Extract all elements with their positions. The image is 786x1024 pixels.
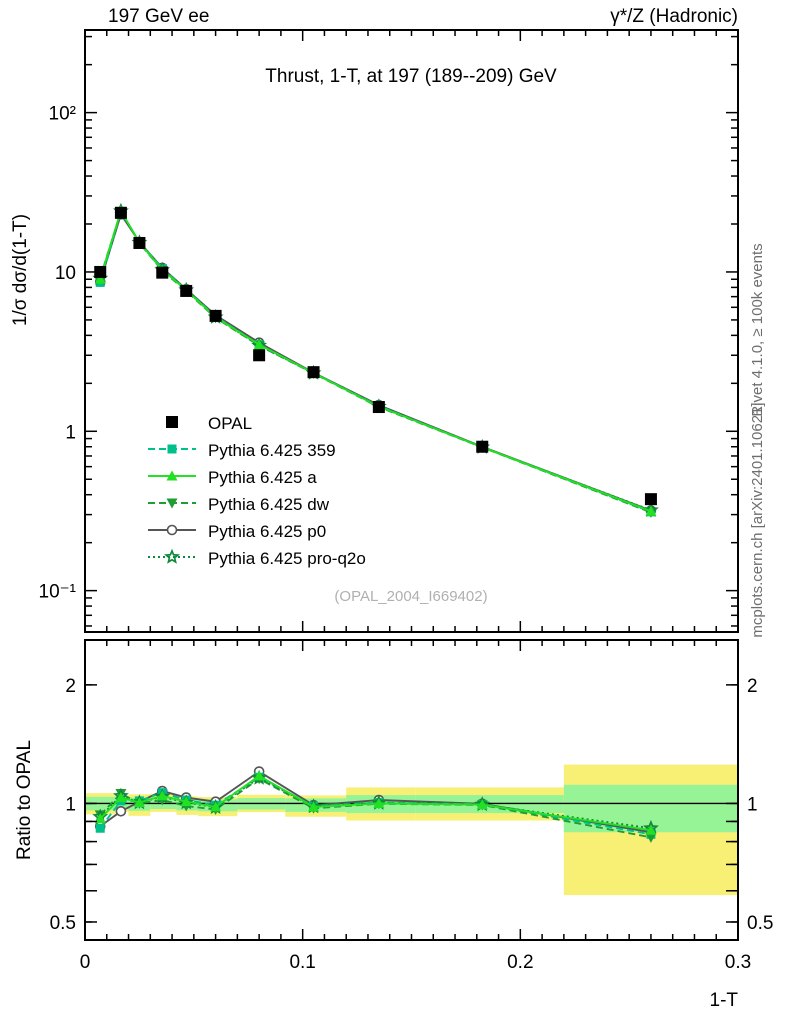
data-marker	[645, 505, 657, 516]
data-marker	[307, 366, 320, 379]
data-marker	[94, 265, 107, 278]
header-left-label: 197 GeV ee	[108, 6, 209, 27]
page-title: Thrust, 1-T, at 197 (189--209) GeV	[265, 66, 557, 87]
data-marker	[253, 339, 265, 350]
data-marker	[372, 401, 385, 414]
legend-item-pythia-6-425-a: Pythia 6.425 a	[148, 468, 317, 487]
legend-item-opal: OPAL	[166, 414, 252, 433]
data-marker	[115, 806, 127, 817]
y-tick-label: 1	[65, 422, 76, 443]
data-marker	[645, 824, 657, 835]
series-opal	[94, 206, 657, 506]
data-marker	[156, 266, 169, 279]
y-tick-label: 10²	[49, 104, 76, 125]
data-marker	[156, 790, 168, 801]
data-marker	[95, 823, 105, 833]
dataset-watermark: (OPAL_2004_I669402)	[334, 588, 487, 605]
data-marker	[164, 548, 180, 564]
data-marker	[94, 813, 106, 824]
data-marker	[476, 440, 489, 453]
data-marker	[166, 524, 178, 536]
data-marker	[94, 273, 106, 284]
x-tick-label: 0.3	[725, 952, 751, 973]
x-axis-label: 1-T	[710, 990, 739, 1011]
data-marker	[251, 769, 268, 785]
ratio-y-tick-label: 2	[65, 676, 76, 697]
legend-label: Pythia 6.425 a	[208, 468, 317, 487]
header-right-label: γ*/Z (Hadronic)	[610, 6, 738, 27]
side-label-rivet: Rivet 4.1.0, ≥ 100k events	[749, 243, 766, 416]
side-label-mcplots: mcplots.cern.ch [arXiv:2401.10621]	[749, 402, 766, 637]
data-marker	[180, 284, 193, 297]
data-marker	[308, 801, 320, 812]
legend-label: Pythia 6.425 359	[208, 441, 336, 460]
ratio-y-axis-label: Ratio to OPAL	[14, 740, 35, 860]
main-panel: 10² 10 1 10⁻¹	[39, 29, 739, 633]
data-marker	[180, 796, 192, 807]
legend-label: Pythia 6.425 pro-q2o	[208, 549, 366, 568]
legend-label: Pythia 6.425 dw	[208, 495, 330, 514]
data-marker	[373, 797, 385, 808]
legend-label: Pythia 6.425 p0	[208, 522, 326, 541]
data-marker	[133, 236, 146, 249]
data-marker	[115, 792, 127, 803]
legend-item-pythia-6-425-p0: Pythia 6.425 p0	[148, 522, 326, 541]
data-marker	[166, 498, 178, 509]
y-tick-label: 10	[55, 263, 76, 284]
data-marker	[133, 797, 145, 808]
data-marker	[253, 770, 265, 781]
data-marker	[167, 444, 177, 454]
data-marker	[644, 493, 657, 506]
data-marker	[476, 799, 488, 810]
x-tick-label: 0.2	[507, 952, 533, 973]
ratio-y-tick-label: 0.5	[50, 913, 76, 934]
data-marker	[645, 832, 657, 843]
data-marker	[253, 349, 266, 362]
ratio-y-tick-label: 1	[65, 794, 76, 815]
ratio-panel: 2 21 10.5 0.50 0.1 0.2 0.3	[50, 639, 773, 973]
data-marker	[114, 206, 127, 219]
ratio-y-tick-label: 1	[747, 794, 758, 815]
data-marker	[166, 416, 178, 428]
legend-item-pythia-6-425-dw: Pythia 6.425 dw	[148, 495, 330, 514]
x-tick-label: 0.1	[289, 952, 315, 973]
ratio-series-pythia-6-425-a	[94, 770, 657, 835]
y-tick-label: 10⁻¹	[39, 582, 77, 603]
data-marker	[210, 801, 222, 812]
band-green	[415, 795, 564, 814]
legend: OPAL Pythia 6.425 359 Pythia 6.425 a Pythia…	[148, 414, 366, 568]
x-tick-label: 0	[80, 952, 91, 973]
legend-item-pythia-6-425-359: Pythia 6.425 359	[148, 441, 336, 460]
main-y-axis-label: 1/σ dσ/d(1-T)	[10, 214, 31, 326]
data-marker	[166, 470, 178, 481]
legend-label: OPAL	[208, 414, 252, 433]
legend-item-pythia-6-425-pro-q2o: Pythia 6.425 pro-q2o	[148, 548, 366, 568]
ratio-y-tick-label: 2	[747, 676, 758, 697]
data-marker	[209, 309, 222, 322]
ratio-y-tick-label: 0.5	[747, 913, 773, 934]
ratio-uncertainty-bands	[85, 764, 738, 896]
